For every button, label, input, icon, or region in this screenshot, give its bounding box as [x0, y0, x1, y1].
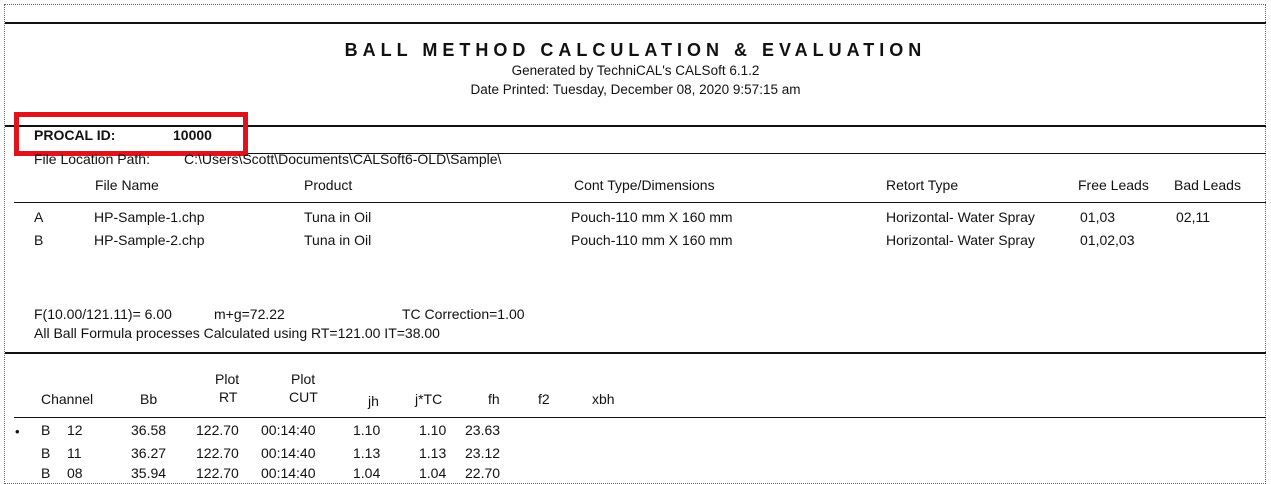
row-channel: 11 — [67, 445, 82, 461]
file-bad-leads: 02,11 — [1176, 209, 1210, 225]
procal-id-label: PROCAL ID: — [34, 127, 116, 143]
col-f2: f2 — [538, 391, 550, 407]
tc-correction: TC Correction=1.00 — [402, 306, 525, 322]
row-plot-cut: 00:14:40 — [261, 465, 316, 481]
row-jtc: 1.10 — [419, 422, 447, 438]
row-plot-cut: 00:14:40 — [261, 445, 316, 461]
row-fh: 23.12 — [465, 445, 501, 461]
file-retort: Horizontal- Water Spray — [886, 232, 1035, 248]
file-free-leads: 01,03 — [1080, 209, 1116, 225]
row-bb: 36.27 — [131, 445, 167, 461]
row-plot-rt: 122.70 — [196, 422, 239, 438]
row-jtc: 1.04 — [419, 465, 447, 481]
col-channel: Channel — [41, 391, 94, 407]
channel-header-rule — [14, 417, 1266, 418]
row-file: B — [41, 465, 51, 481]
col-retort-type: Retort Type — [886, 177, 959, 193]
row-file: B — [41, 445, 51, 461]
date-printed: Date Printed: Tuesday, December 08, 2020… — [470, 82, 801, 97]
m-plus-g: m+g=72.22 — [214, 306, 285, 322]
file-location-label: File Location Path: — [34, 151, 150, 167]
col-bad-leads: Bad Leads — [1174, 177, 1241, 193]
file-product: Tuna in Oil — [304, 232, 372, 248]
col-cont-type: Cont Type/Dimensions — [574, 177, 715, 193]
row-jh: 1.10 — [353, 422, 381, 438]
col-jh: jh — [368, 393, 379, 409]
row-bb: 35.94 — [131, 465, 167, 481]
row-jh: 1.13 — [353, 445, 381, 461]
generated-by: Generated by TechniCAL's CALSoft 6.1.2 — [511, 63, 760, 78]
file-id: B — [34, 232, 44, 248]
procal-highlight-box — [14, 112, 248, 156]
col-xbh: xbh — [592, 391, 615, 407]
file-retort: Horizontal- Water Spray — [886, 209, 1035, 225]
selected-bullet: • — [15, 424, 20, 439]
files-header-rule — [14, 202, 1266, 203]
row-plot-rt: 122.70 — [196, 465, 239, 481]
row-channel: 08 — [67, 465, 83, 481]
file-id: A — [34, 209, 44, 225]
col-plot-rt-line1: Plot — [215, 371, 240, 387]
col-fh: fh — [488, 391, 500, 407]
top-rule — [5, 22, 1266, 24]
col-product: Product — [304, 177, 353, 193]
col-bb: Bb — [140, 391, 158, 407]
file-location-value: C:\Users\Scott\Documents\CALSoft6-OLD\Sa… — [184, 151, 502, 167]
file-product: Tuna in Oil — [304, 209, 372, 225]
row-fh: 23.63 — [465, 422, 501, 438]
file-name: HP-Sample-2.chp — [94, 232, 205, 248]
procal-rule — [14, 153, 1266, 154]
file-cont: Pouch-110 mm X 160 mm — [571, 232, 733, 248]
row-file: B — [41, 422, 51, 438]
header-rule — [5, 125, 1266, 127]
file-name: HP-Sample-1.chp — [94, 209, 205, 225]
f-value: F(10.00/121.11)= 6.00 — [34, 306, 172, 322]
file-free-leads: 01,02,03 — [1080, 232, 1135, 248]
row-jtc: 1.13 — [419, 445, 447, 461]
ball-formula-note: All Ball Formula processes Calculated us… — [34, 325, 440, 341]
row-plot-rt: 122.70 — [196, 445, 239, 461]
col-plot-cut-line1: Plot — [291, 371, 316, 387]
procal-id-value: 10000 — [173, 127, 212, 143]
col-plot-rt-line2: RT — [219, 389, 238, 405]
params-rule — [5, 352, 1266, 354]
row-plot-cut: 00:14:40 — [261, 422, 316, 438]
col-free-leads: Free Leads — [1078, 177, 1149, 193]
report-title: BALL METHOD CALCULATION & EVALUATION — [344, 40, 927, 60]
col-jtc: j*TC — [415, 391, 443, 407]
row-jh: 1.04 — [353, 465, 381, 481]
col-file-name: File Name — [95, 177, 159, 193]
col-plot-cut-line2: CUT — [289, 389, 318, 405]
file-cont: Pouch-110 mm X 160 mm — [571, 209, 733, 225]
row-bb: 36.58 — [131, 422, 167, 438]
row-channel: 12 — [67, 422, 83, 438]
row-fh: 22.70 — [465, 465, 501, 481]
